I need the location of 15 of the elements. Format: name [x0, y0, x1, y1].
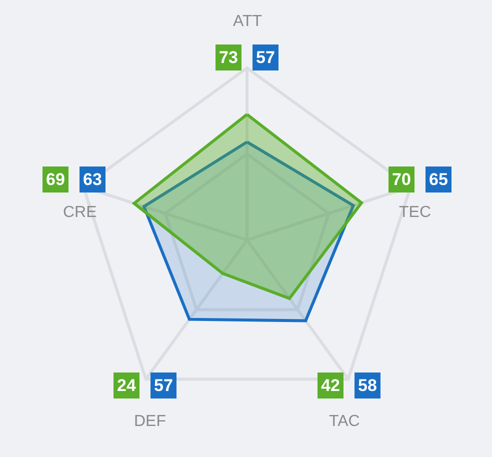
text: 57 — [256, 48, 275, 67]
text: 73 — [219, 48, 238, 67]
spoke-label: CRE — [63, 204, 97, 221]
text: 24 — [117, 376, 136, 395]
spoke-label: ATT — [233, 13, 262, 30]
spoke-label: TAC — [329, 413, 360, 430]
text: 70 — [392, 170, 411, 189]
text: 57 — [154, 376, 173, 395]
text: 69 — [46, 170, 65, 189]
spoke-label: TEC — [399, 204, 431, 221]
text: 63 — [83, 170, 102, 189]
spoke-label: DEF — [134, 413, 166, 430]
text: 42 — [321, 376, 340, 395]
text: 65 — [429, 170, 448, 189]
text: 58 — [358, 376, 377, 395]
